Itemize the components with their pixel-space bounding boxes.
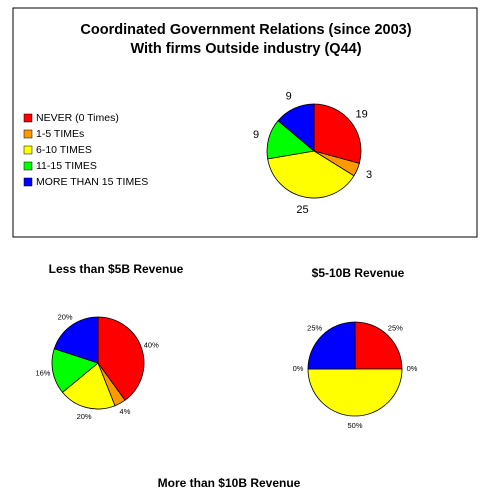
pie-slice — [307, 321, 356, 370]
data-label: 20% — [77, 412, 92, 421]
data-label: 9 — [253, 129, 259, 141]
data-label: 0% — [407, 364, 418, 373]
pie-slice — [53, 316, 99, 364]
data-label: 20% — [58, 313, 73, 322]
chart-title: More than $10B Revenue — [158, 476, 301, 490]
pie-slice — [277, 103, 315, 152]
pie-slice — [307, 368, 403, 417]
legend-swatch — [23, 161, 33, 171]
data-label: 40% — [144, 341, 159, 350]
legend-swatch — [23, 129, 33, 139]
data-label: 0% — [293, 364, 304, 373]
data-label: 25 — [296, 204, 308, 216]
legend-label: 6-10 TIMES — [36, 144, 92, 156]
chart-title: Coordinated Government Relations (since … — [80, 22, 411, 38]
pie-slice — [267, 150, 355, 199]
chart-subtitle: With firms Outside industry (Q44) — [130, 41, 361, 57]
legend-swatch — [23, 145, 33, 155]
legend-label: MORE THAN 15 TIMES — [36, 176, 148, 188]
data-label: 50% — [347, 421, 362, 430]
legend-label: NEVER (0 Times) — [36, 112, 119, 124]
pie-slice — [61, 362, 116, 410]
legend-label: 1-5 TIMEs — [36, 128, 84, 140]
pie-slice — [354, 321, 403, 370]
legend-swatch — [23, 113, 33, 123]
data-label: 4% — [120, 407, 131, 416]
chart-frame — [12, 7, 478, 238]
data-label: 9 — [286, 90, 292, 102]
chart-title: Less than $5B Revenue — [49, 262, 184, 276]
data-label: 25% — [307, 324, 322, 333]
data-label: 16% — [35, 368, 50, 377]
data-label: 3 — [366, 169, 372, 181]
chart-title: $5-10B Revenue — [312, 266, 405, 280]
pie-slice — [97, 316, 145, 401]
legend-swatch — [23, 177, 33, 187]
data-label: 19 — [356, 108, 368, 120]
data-label: 25% — [388, 324, 403, 333]
pie-slice — [313, 103, 362, 164]
legend-label: 11-15 TIMES — [36, 160, 97, 172]
